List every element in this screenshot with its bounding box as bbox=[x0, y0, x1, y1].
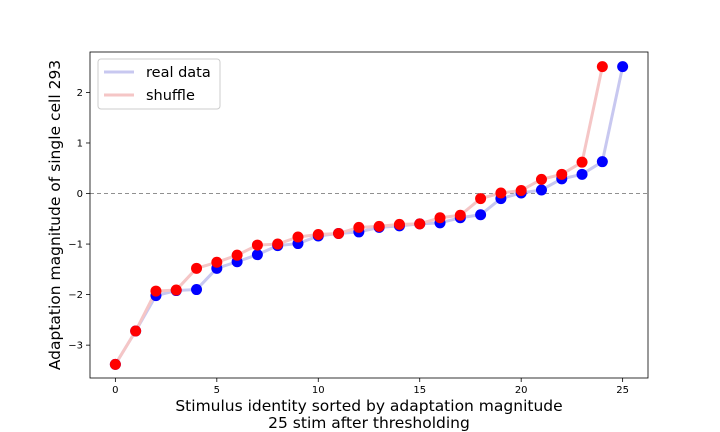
data-point-shuffle bbox=[475, 193, 487, 205]
x-tick-label: 0 bbox=[112, 385, 118, 396]
data-point-shuffle bbox=[150, 285, 162, 297]
data-point-shuffle bbox=[576, 156, 588, 168]
data-point-real-data bbox=[576, 168, 588, 180]
data-point-shuffle bbox=[333, 227, 345, 239]
data-point-shuffle bbox=[535, 173, 547, 185]
data-point-shuffle bbox=[272, 238, 284, 250]
y-tick-label: 2 bbox=[77, 88, 83, 99]
data-point-shuffle bbox=[596, 61, 608, 73]
data-point-real-data bbox=[475, 209, 487, 221]
y-tick-label: 1 bbox=[77, 138, 83, 149]
data-point-shuffle bbox=[495, 187, 507, 199]
y-tick-label: −2 bbox=[68, 290, 83, 301]
data-point-shuffle bbox=[353, 221, 365, 233]
data-point-shuffle bbox=[191, 262, 203, 274]
x-tick-label: 25 bbox=[616, 385, 629, 396]
data-point-shuffle bbox=[130, 325, 142, 337]
legend-label-shuffle: shuffle bbox=[146, 88, 195, 104]
data-point-shuffle bbox=[414, 218, 426, 230]
y-tick-label: 0 bbox=[77, 189, 83, 200]
x-axis: 0 5 10 15 20 25 bbox=[112, 378, 629, 396]
series-line-real-data bbox=[114, 66, 625, 366]
plot-frame bbox=[89, 51, 649, 379]
data-point-shuffle bbox=[312, 228, 324, 240]
data-point-real-data bbox=[251, 249, 263, 261]
data-point-shuffle bbox=[393, 218, 405, 230]
y-tick-label: −3 bbox=[68, 341, 83, 352]
data-point-shuffle bbox=[231, 249, 243, 261]
data-point-shuffle bbox=[373, 220, 385, 232]
data-point-shuffle bbox=[292, 231, 304, 243]
legend: real data shuffle bbox=[97, 58, 221, 110]
y-axis-title: Adaptation magnitude of single cell 293 bbox=[46, 60, 64, 370]
x-tick-label: 20 bbox=[515, 385, 528, 396]
data-point-shuffle bbox=[556, 168, 568, 180]
y-axis: −3 −2 −1 0 1 2 bbox=[68, 88, 90, 352]
series-group bbox=[109, 61, 629, 370]
x-axis-title: Stimulus identity sorted by adaptation m… bbox=[175, 397, 562, 415]
series-line-shuffle bbox=[114, 66, 604, 366]
data-point-shuffle bbox=[434, 212, 446, 224]
data-point-real-data bbox=[191, 284, 203, 296]
x-tick-label: 15 bbox=[413, 385, 426, 396]
data-point-real-data bbox=[596, 156, 608, 168]
data-point-real-data bbox=[535, 184, 547, 196]
data-point-shuffle bbox=[211, 256, 223, 268]
data-point-shuffle bbox=[170, 284, 182, 296]
data-point-shuffle bbox=[251, 239, 263, 251]
legend-label-real-data: real data bbox=[146, 65, 211, 81]
y-tick-label: −1 bbox=[68, 240, 83, 251]
data-point-shuffle bbox=[454, 209, 466, 221]
data-point-shuffle bbox=[515, 184, 527, 196]
x-tick-label: 5 bbox=[214, 385, 220, 396]
x-axis-subtitle: 25 stim after thresholding bbox=[268, 414, 470, 432]
data-point-shuffle bbox=[109, 358, 121, 370]
data-point-real-data bbox=[617, 61, 629, 73]
x-tick-label: 10 bbox=[312, 385, 325, 396]
